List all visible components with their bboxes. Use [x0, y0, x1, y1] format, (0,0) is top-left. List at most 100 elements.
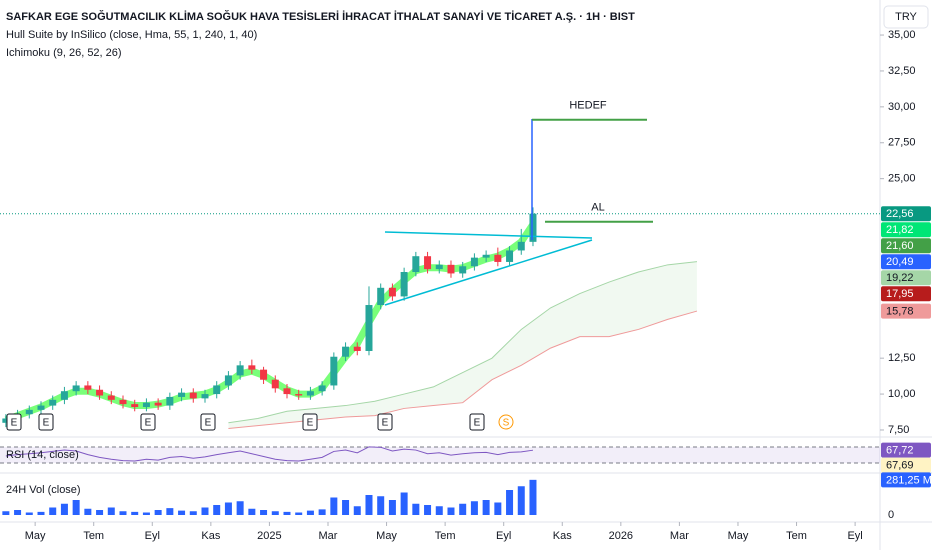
- volume-bar: [459, 503, 467, 515]
- volume-bar: [295, 512, 303, 515]
- candle-body: [447, 264, 455, 274]
- volume-bar: [189, 511, 197, 515]
- x-tick-label: May: [25, 530, 46, 542]
- candle-body: [388, 287, 396, 297]
- event-label: E: [205, 418, 212, 429]
- candle-body: [72, 385, 80, 392]
- chart-title: SAFKAR EGE SOĞUTMACILIK KLİMA SOĞUK HAVA…: [6, 10, 635, 23]
- event-marker: [377, 413, 393, 431]
- y-tick-label: 10,00: [888, 388, 916, 400]
- x-tick-label: Mar: [319, 530, 338, 542]
- candle-body: [154, 402, 162, 406]
- annotation-label: HEDEF: [569, 100, 607, 112]
- event-marker: [302, 413, 318, 431]
- candle-body: [60, 391, 68, 400]
- price-tag-label: 21,60: [886, 240, 914, 252]
- x-tick-label: Kas: [201, 530, 220, 542]
- volume-bar: [236, 501, 244, 515]
- event-marker: [38, 413, 54, 431]
- currency-button[interactable]: [883, 5, 929, 29]
- price-tag: [881, 254, 931, 270]
- volume-bar: [412, 503, 420, 515]
- triangle-top: [384, 231, 593, 239]
- price-tag: [881, 472, 931, 488]
- candle-body: [494, 254, 502, 262]
- volume-bar: [178, 510, 186, 515]
- price-tag: [881, 238, 931, 254]
- candle-body: [201, 394, 209, 399]
- currency[interactable]: TRY: [895, 11, 917, 23]
- volume-bar: [506, 490, 514, 515]
- candle-body: [517, 241, 525, 251]
- y-tick-label: 27,50: [888, 137, 916, 149]
- span-a: [228, 261, 698, 424]
- volume-bar: [166, 508, 174, 515]
- volume-bar: [529, 479, 537, 515]
- candle-body: [189, 392, 197, 399]
- rsi-line: [5, 446, 534, 462]
- candle-body: [295, 394, 303, 396]
- x-tick-label: Mar: [670, 530, 689, 542]
- x-tick-label: May: [376, 530, 397, 542]
- candle-body: [213, 385, 221, 395]
- x-tick-label: 2026: [609, 530, 633, 542]
- volume-bar: [271, 511, 279, 515]
- candle-body: [107, 395, 115, 400]
- price-tag: [881, 222, 931, 238]
- candle-body: [271, 379, 279, 389]
- volume-bar: [14, 510, 22, 515]
- volume-bar: [365, 495, 373, 515]
- candle-body: [306, 391, 314, 396]
- volume-bar: [154, 510, 162, 515]
- price-tag-label: 67,72: [886, 445, 914, 457]
- y-tick-label: 7,50: [888, 424, 909, 436]
- triangle-bottom: [384, 239, 593, 306]
- price-tag-label: 21,82: [886, 224, 914, 236]
- x-tick-label: Eyl: [847, 530, 862, 542]
- candle-body: [119, 399, 127, 405]
- event-label: E: [145, 418, 152, 429]
- event-marker: [6, 413, 22, 431]
- volume-bar: [470, 501, 478, 515]
- candle-body: [482, 254, 490, 258]
- candle-body: [260, 369, 268, 380]
- volume-bar: [517, 486, 525, 515]
- x-tick-label: Tem: [83, 530, 104, 542]
- event-label: E: [307, 418, 314, 429]
- volume-bar: [494, 502, 502, 515]
- rsi-title: RSI (14, close): [6, 449, 79, 461]
- candle-body: [37, 405, 45, 410]
- x-tick-label: Tem: [435, 530, 456, 542]
- volume-bar: [342, 500, 350, 515]
- volume-bar: [306, 510, 314, 515]
- volume-bar: [248, 508, 256, 515]
- hull-band: [4, 222, 536, 424]
- candle-body: [529, 213, 537, 242]
- price-tag-label: 67,69: [886, 460, 914, 472]
- volume-bar: [72, 500, 80, 515]
- price-tag: [881, 442, 931, 458]
- event-marker: [200, 413, 216, 431]
- y-tick-label: 25,00: [888, 173, 916, 185]
- event-marker: [140, 413, 156, 431]
- candle-body: [49, 399, 57, 406]
- volume-bar: [377, 496, 385, 515]
- candle-body: [131, 404, 139, 407]
- price-tag-label: 17,95: [886, 288, 914, 300]
- price-tag: [881, 286, 931, 302]
- candle-body: [506, 250, 514, 262]
- y-tick-label: 12,50: [888, 352, 916, 364]
- price-tag: [881, 457, 931, 473]
- volume-bar: [119, 511, 127, 515]
- cloud-fill: [228, 261, 697, 429]
- price-tag: [881, 206, 931, 222]
- price-tag: [881, 303, 931, 319]
- y-tick-label: 30,00: [888, 101, 916, 113]
- candle-body: [365, 305, 373, 351]
- candle-body: [424, 256, 432, 270]
- x-tick-label: Eyl: [496, 530, 511, 542]
- volume-bar: [201, 507, 209, 515]
- price-tag-label: 22,56: [886, 208, 914, 220]
- candle-body: [412, 256, 420, 273]
- indicator-label: Ichimoku (9, 26, 52, 26): [6, 47, 122, 59]
